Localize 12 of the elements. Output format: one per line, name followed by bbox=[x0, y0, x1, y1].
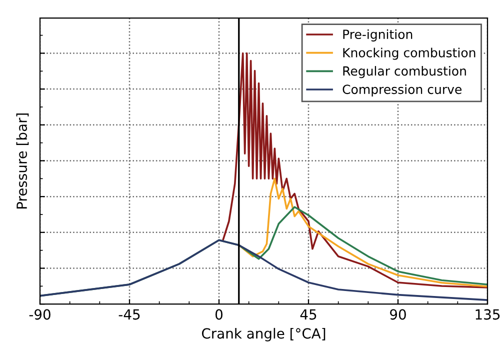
x-tick-label: 0 bbox=[215, 309, 222, 320]
x-axis-title: Crank angle [°CA] bbox=[202, 328, 326, 342]
legend-label: Knocking combustion bbox=[343, 48, 476, 60]
legend-label: Compression curve bbox=[342, 84, 462, 96]
x-tick-label: -90 bbox=[29, 309, 50, 320]
x-tick-label: 135 bbox=[476, 309, 500, 320]
x-tick-label: 90 bbox=[390, 309, 406, 320]
legend-label: Regular combustion bbox=[343, 66, 466, 78]
legend-label: Pre-ignition bbox=[343, 29, 412, 42]
y-axis-title: Pressure [bar] bbox=[16, 113, 29, 209]
x-tick-label: -45 bbox=[118, 309, 140, 320]
x-tick-label: 45 bbox=[300, 309, 316, 320]
